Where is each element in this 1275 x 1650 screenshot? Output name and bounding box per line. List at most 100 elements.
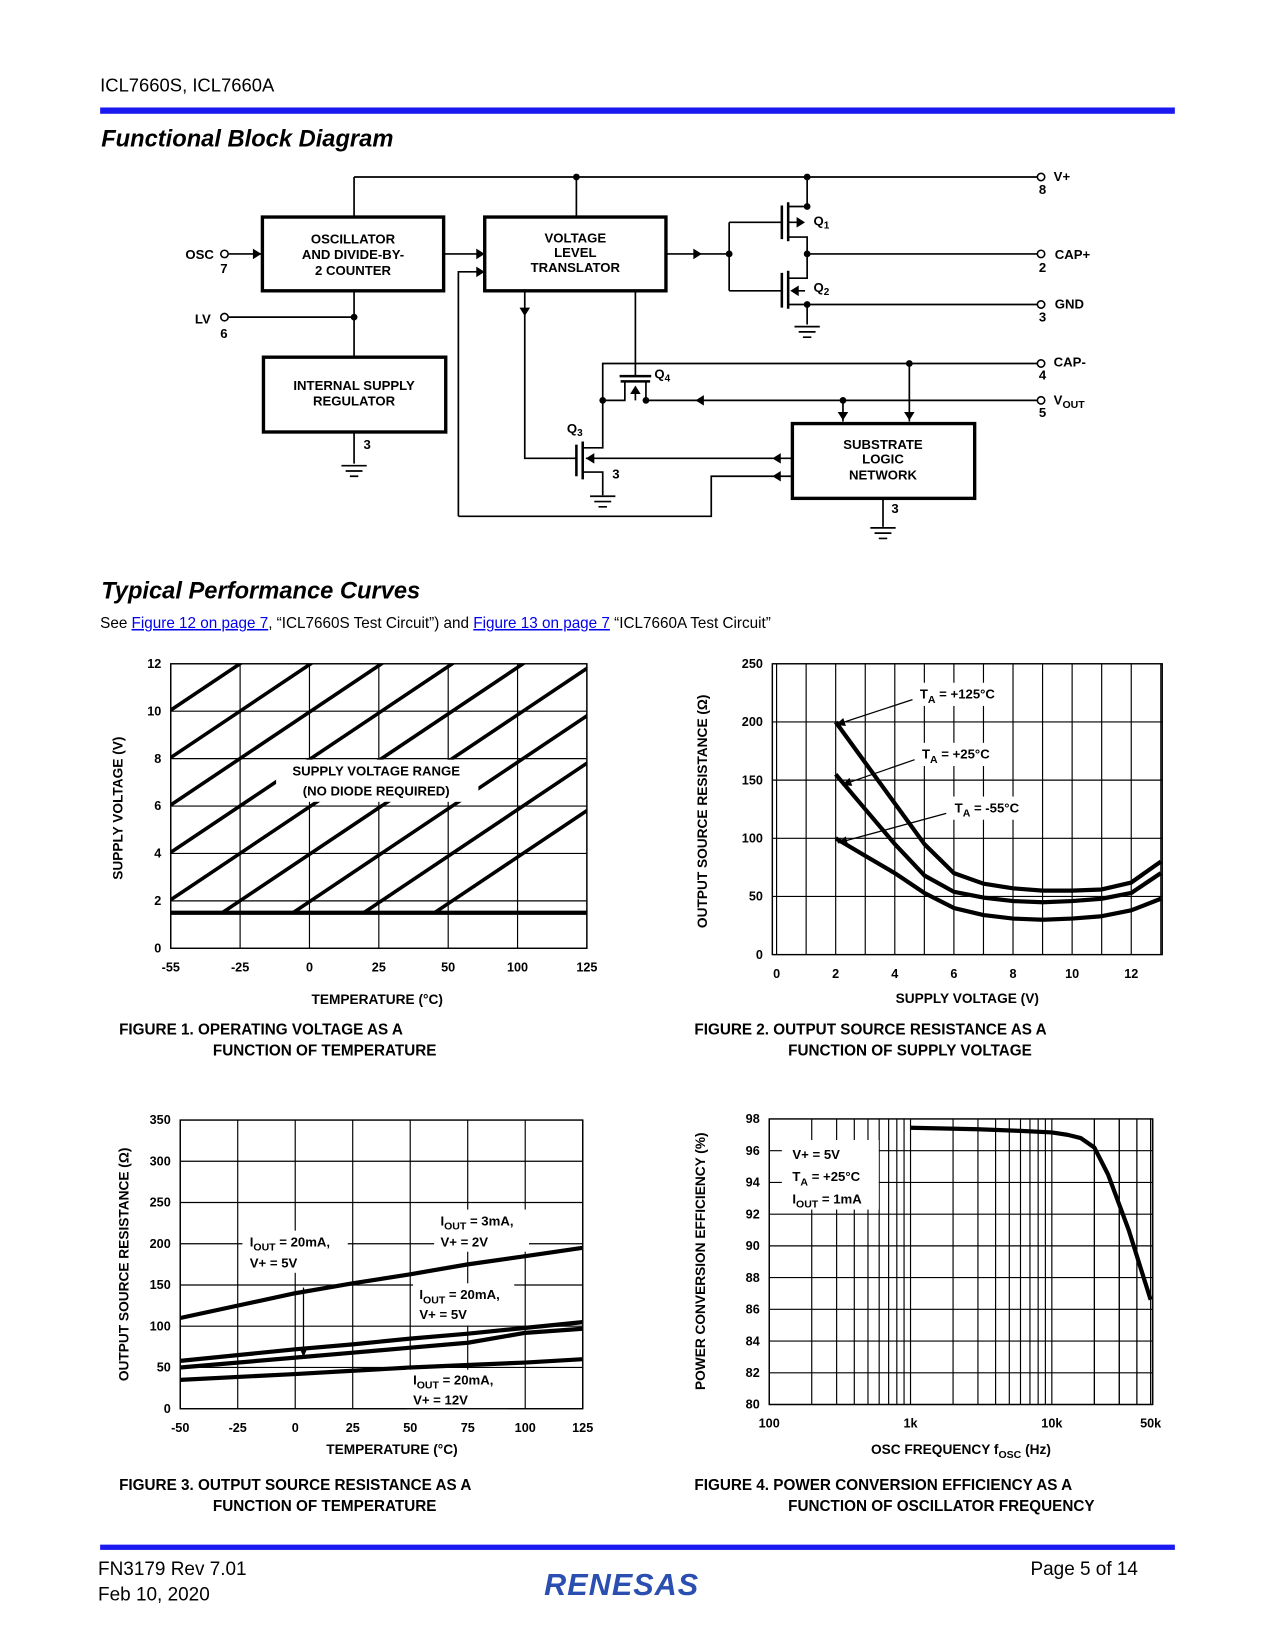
pin-vout-number: 5 [1039,405,1046,420]
annotation-arrow [835,699,913,726]
figure-caption: FUNCTION OF SUPPLY VOLTAGE [788,1043,1032,1060]
arrow-right-icon [796,217,806,228]
annotation-text: SUPPLY VOLTAGE RANGE [292,763,460,778]
x-tick-label: 12 [1124,967,1138,981]
annotation-text: V+ = 5V [792,1147,840,1162]
y-tick-label: 94 [746,1176,760,1190]
ground-icon [341,464,367,478]
chart-annotation: IOUT = 20mA, V+ = 5V [242,1230,348,1358]
y-tick-label: 10 [147,704,161,718]
annotation-text: V+ = 5V [419,1307,467,1322]
plot-frame [179,1119,584,1410]
arrowhead-icon [835,717,846,726]
figure-13-link[interactable]: Figure 13 on page 7 [473,615,610,632]
block-label: NETWORK [849,467,917,482]
arrowhead-icon [841,777,853,786]
chart-annotation: IOUT = 20mA,V+ = 5V [413,1283,515,1326]
footer-rule [100,1544,1175,1550]
ground-pin-number: 3 [891,501,898,516]
figure-12-link[interactable]: Figure 12 on page 7 [132,615,269,632]
y-tick-label: 86 [746,1303,760,1317]
x-tick-label: 125 [576,960,597,974]
arrow-left-icon [772,470,781,482]
annotation-text: V+ = 5V [250,1256,298,1271]
y-tick-label: 8 [154,752,161,766]
arrowhead-icon [837,836,848,845]
functional-block-diagram: OSCILLATOR AND DIVIDE-BY- 2 COUNTER VOLT… [185,169,1091,540]
plot-frame [768,1118,1154,1406]
chart-annotation: TA = -55°C [837,796,1031,845]
arrow-left-icon [790,285,799,297]
arrow-down-icon [519,307,531,317]
figure-caption: FIGURE 3. OUTPUT SOURCE RESISTANCE AS A [119,1477,471,1494]
chart-annotation: IOUT = 20mA, V+ = 12V [406,1369,508,1410]
renesas-logo: RENESAS [544,1568,699,1602]
pin-capplus-number: 2 [1039,260,1046,275]
block-label: INTERNAL SUPPLY [293,378,415,393]
arrow-right-icon [476,266,485,278]
y-tick-label: 0 [154,941,161,955]
arrow-right-icon [476,248,485,260]
transistor-q2-label: Q2 [813,280,829,298]
transistor-q1-symbol [780,202,790,242]
ground-icon [590,495,616,508]
arrow-right-icon [252,248,262,260]
y-tick-label: 84 [746,1334,760,1348]
x-tick-label: 25 [372,960,386,974]
x-tick-label: 8 [1010,967,1017,981]
figure-2-chart: TA = +125°CTA = +25°CTA = -55°C050100150… [694,657,1163,1060]
curves-intro-text: See Figure 12 on page 7, “ICL7660S Test … [100,615,771,632]
substrate-logic-network-block: SUBSTRATE LOGIC NETWORK [790,421,977,501]
block-label: SUBSTRATE [843,437,923,452]
transistor-q4-symbol [619,374,652,383]
y-tick-label: 150 [742,773,763,787]
series-line-3 [834,836,1162,922]
y-tick-label: 200 [742,715,763,729]
annotation-text: IOUT = 20mA, [419,1287,499,1306]
annotation-arrow [841,759,915,786]
annotation-text: IOUT = 20mA, [250,1234,330,1253]
x-axis-label: SUPPLY VOLTAGE (V) [896,991,1039,1006]
x-tick-label: 0 [292,1421,299,1435]
y-axis-label: OUTPUT SOURCE RESISTANCE (Ω) [117,1148,132,1382]
x-axis-label: TEMPERATURE (°C) [326,1442,457,1457]
pin-gnd-label: GND [1055,297,1084,312]
figure-caption: FUNCTION OF OSCILLATOR FREQUENCY [788,1498,1094,1515]
y-tick-label: 50 [749,890,763,904]
transistor-q3-symbol [575,441,584,480]
hatch-line [170,663,314,760]
x-tick-label: 75 [461,1421,475,1435]
y-tick-label: 88 [746,1271,760,1285]
chart-annotation: SUPPLY VOLTAGE RANGE (NO DIODE REQUIRED) [276,759,479,802]
y-tick-label: 100 [742,831,763,845]
y-tick-label: 0 [164,1402,171,1416]
pin-lv-label: LV [195,311,211,326]
block-label: LOGIC [862,452,904,467]
footer-date: Feb 10, 2020 [98,1584,210,1605]
x-tick-label: 10 [1065,967,1079,981]
curves-section-title: Typical Performance Curves [101,578,420,604]
hatch-line [170,663,244,712]
annotation-text: TA = -55°C [955,800,1020,819]
hatch-line [171,97,803,521]
y-axis-label: SUPPLY VOLTAGE (V) [110,737,125,880]
footer-page-number: Page 5 of 14 [1030,1559,1138,1580]
oscillator-block: OSCILLATOR AND DIVIDE-BY- 2 COUNTER [260,215,446,293]
arrowheads [252,217,915,482]
junction-dots [350,173,913,404]
y-tick-label: 250 [150,1196,171,1210]
header-rule [100,107,1175,114]
x-axis-label: TEMPERATURE (°C) [312,992,443,1007]
pin-osc-number: 7 [220,261,227,276]
x-tick-label: -25 [229,1421,247,1435]
series-line-4 [180,1357,583,1382]
arrow-left-icon [695,395,704,406]
figure-caption: FIGURE 4. POWER CONVERSION EFFICIENCY AS… [694,1477,1072,1494]
x-tick-label: 1k [904,1417,919,1431]
transistor-q4-label: Q4 [654,366,670,384]
arrow-up-icon [630,385,641,395]
arrow-right-icon [693,248,702,260]
x-tick-label: -55 [162,960,180,974]
x-tick-label: 50k [1140,1417,1162,1431]
